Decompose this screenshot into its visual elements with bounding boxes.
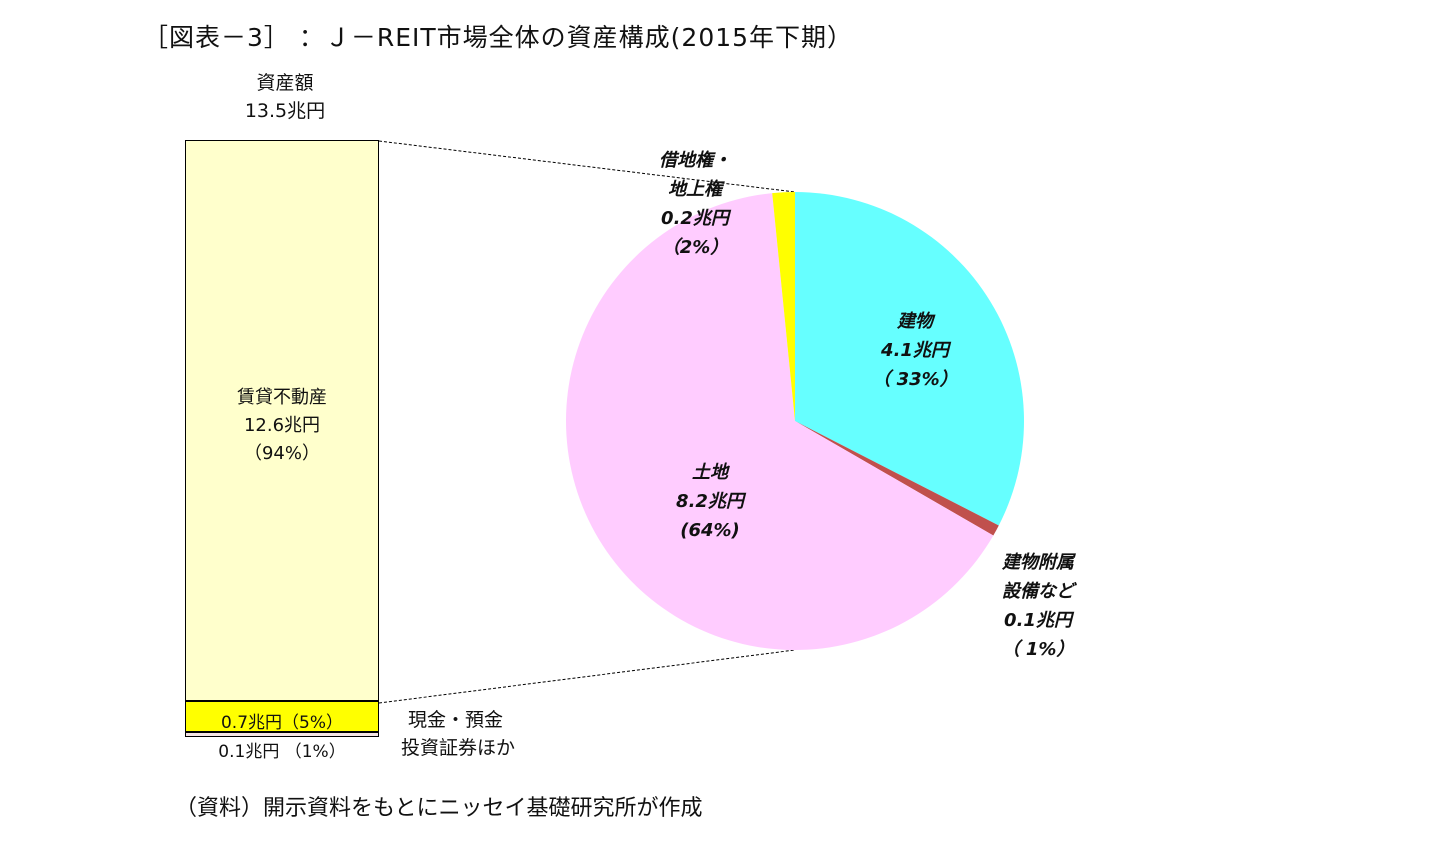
- slice-label-buildings-name: 建物: [897, 311, 933, 332]
- cash-side-label-line2: 投資証券ほか: [401, 737, 516, 759]
- property-label-line3: （94%）: [243, 443, 320, 464]
- slice-label-land-name: 土地: [692, 462, 728, 483]
- slice-label-equipment-pct: （ 1%）: [1001, 639, 1075, 660]
- bar-segment-cash: [185, 701, 379, 732]
- slice-label-equipment-name1: 建物附属: [1002, 552, 1074, 573]
- pie-slice-leasehold: [772, 192, 795, 421]
- stacked-bar: [185, 140, 379, 737]
- slice-label-buildings: 建物 4.1兆円 （ 33%）: [860, 307, 970, 394]
- connector-bottom: [378, 649, 796, 704]
- chart-title: ［図表－3］ ：Ｊ－REIT市場全体の資産構成(2015年下期）: [143, 23, 854, 52]
- slice-label-buildings-pct: （ 33%）: [872, 369, 958, 390]
- slice-label-leasehold-pct: （2%）: [661, 237, 729, 258]
- slice-label-leasehold-name1: 借地権・: [659, 150, 731, 171]
- slice-label-equipment-value: 0.1兆円: [1004, 610, 1072, 631]
- slice-label-land-value: 8.2兆円: [676, 491, 744, 512]
- bar-header-label: 資産額: [256, 72, 314, 94]
- slice-label-leasehold-value: 0.2兆円: [661, 208, 729, 229]
- property-label-line2: 12.6兆円: [243, 415, 321, 436]
- slice-label-equipment-name2: 設備など: [1002, 581, 1074, 602]
- property-label-line1: 賃貸不動産: [237, 387, 327, 408]
- pie-slice-buildings: [795, 192, 1024, 526]
- pie-slice-land: [565, 193, 994, 651]
- slice-label-buildings-value: 4.1兆円: [881, 340, 949, 361]
- slice-label-leasehold-name2: 地上権: [668, 179, 722, 200]
- bar-header-value: 13.5兆円: [244, 100, 326, 122]
- cash-segment-label: 0.7兆円（5%）: [220, 713, 343, 733]
- securities-segment-label: 0.1兆円 （1%）: [218, 742, 346, 762]
- slice-label-equipment: 建物附属 設備など 0.1兆円 （ 1%）: [983, 548, 1093, 664]
- pie-slice-equipment: [795, 421, 999, 536]
- pie-chart: [565, 192, 1024, 651]
- slice-label-land: 土地 8.2兆円 (64%): [655, 458, 765, 545]
- bar-segment-securities: [185, 732, 379, 737]
- cash-side-label-line1: 現金・預金: [408, 709, 504, 731]
- bar-segment-property: [185, 140, 379, 701]
- source-note: （資料）開示資料をもとにニッセイ基礎研究所が作成: [175, 796, 703, 821]
- slice-label-leasehold: 借地権・ 地上権 0.2兆円 （2%）: [640, 146, 750, 262]
- slice-label-land-pct: (64%): [680, 520, 740, 541]
